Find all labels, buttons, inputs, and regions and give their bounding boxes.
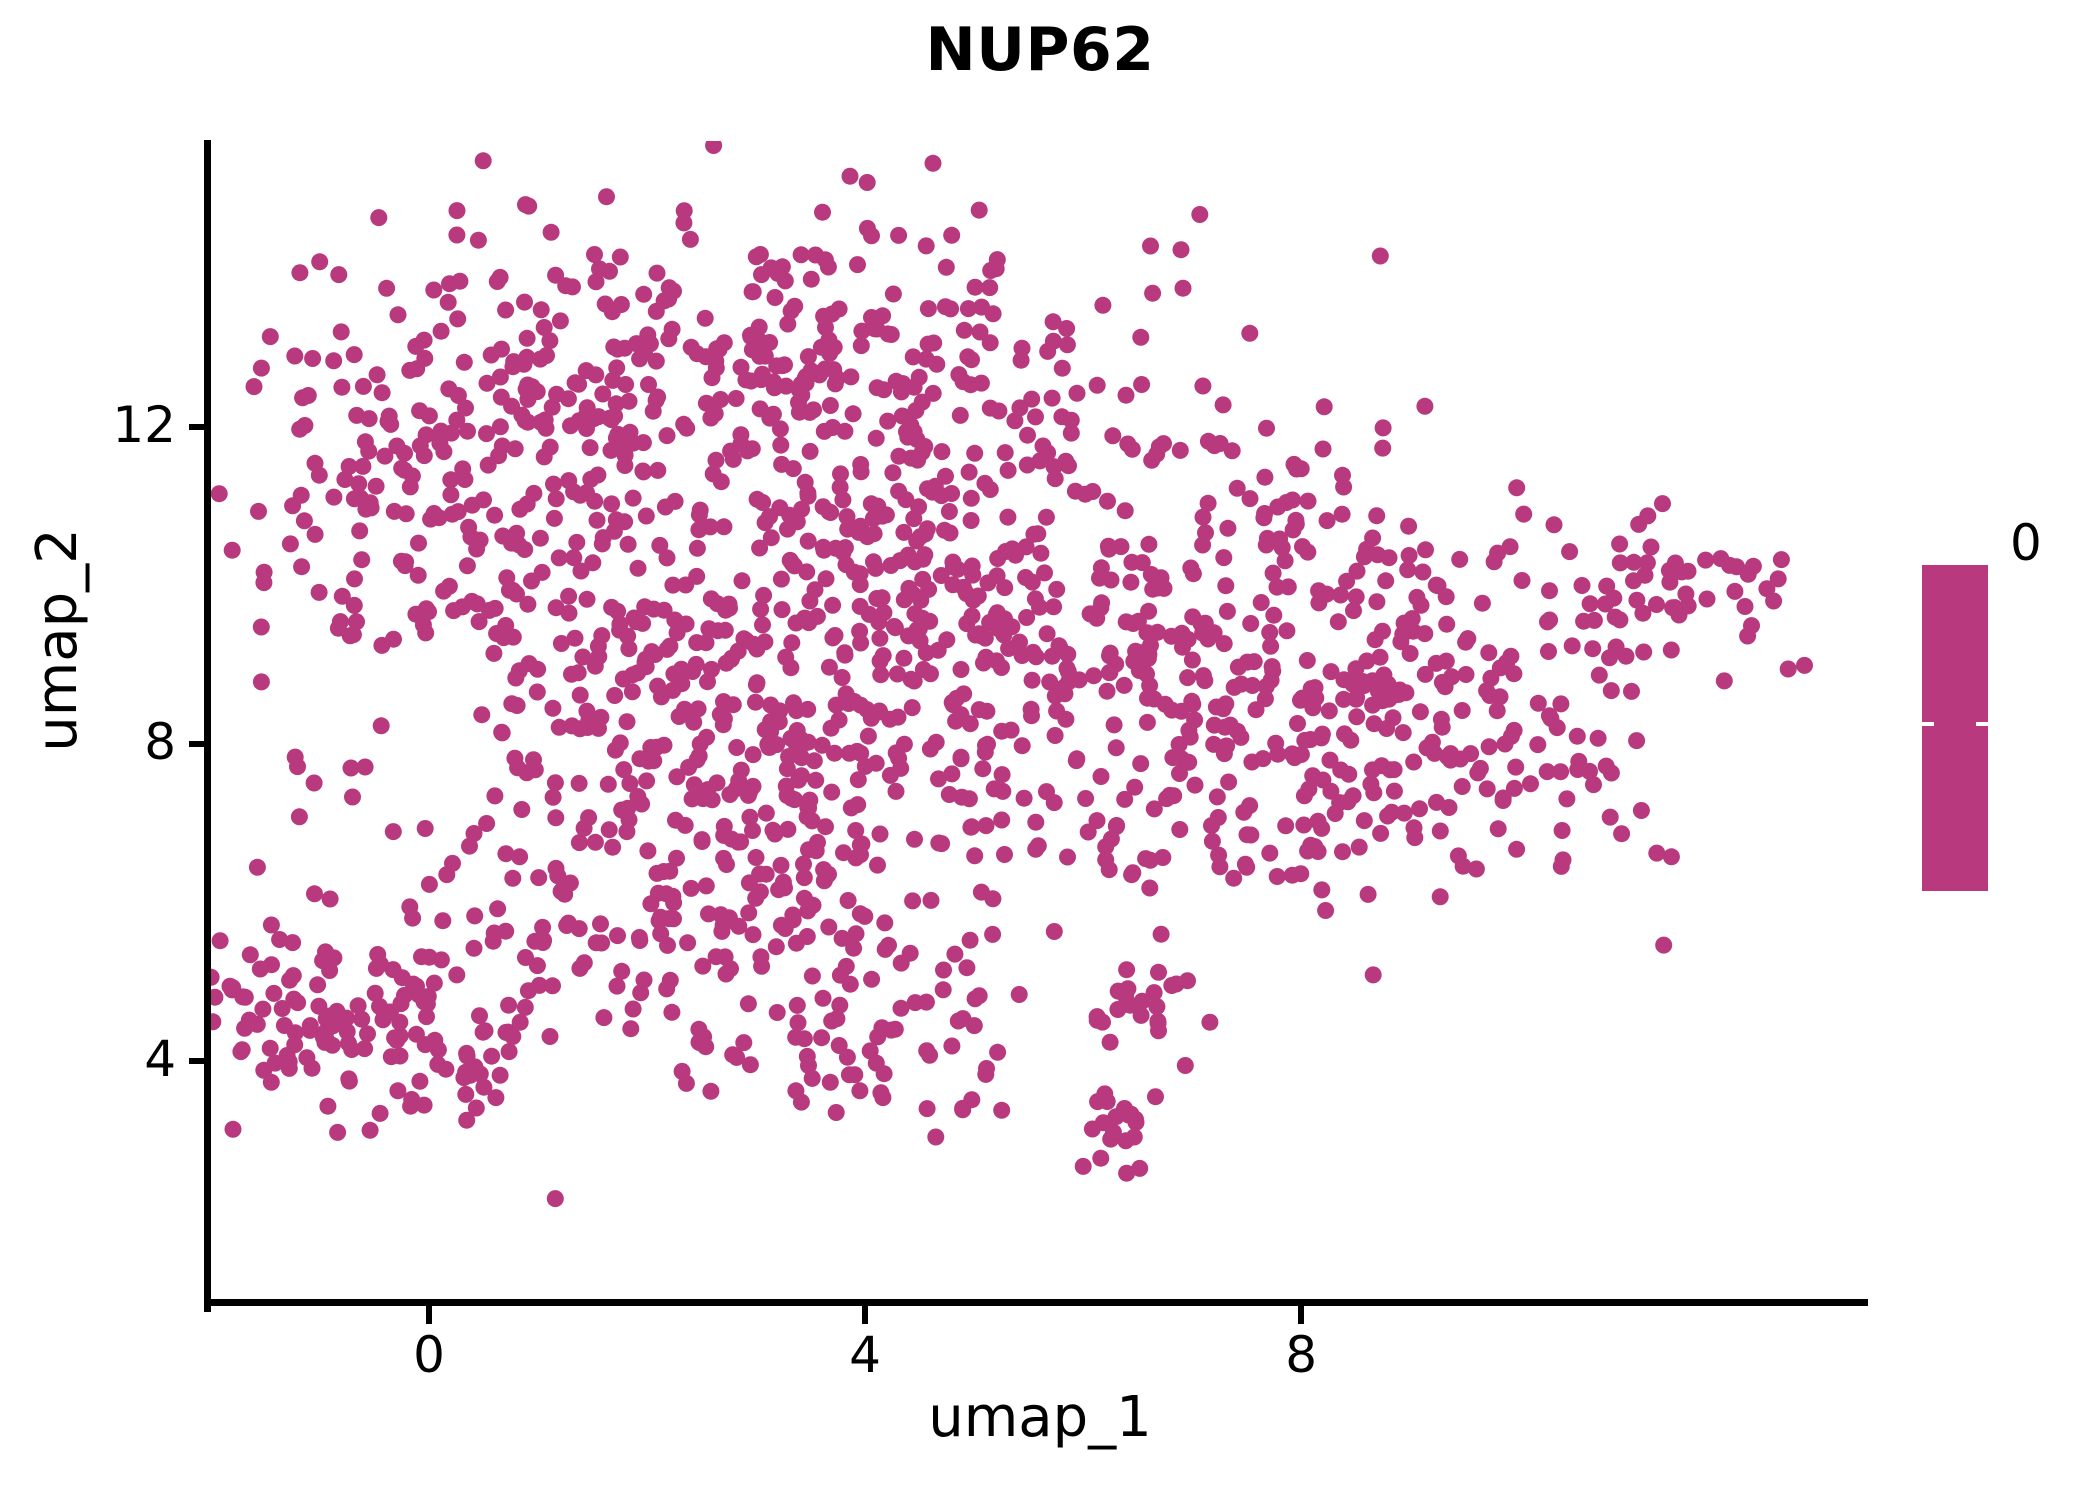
y-axis-spine xyxy=(204,140,211,1312)
page-title: NUP62 xyxy=(925,15,1155,85)
x-axis-spine xyxy=(204,1299,1868,1306)
colorbar-tick-right xyxy=(1976,722,1988,726)
y-tick-label: 8 xyxy=(144,712,176,771)
x-tick-mark xyxy=(1298,1306,1305,1324)
y-tick-mark xyxy=(189,740,207,747)
y-tick-mark xyxy=(189,1058,207,1065)
colorbar-gradient xyxy=(1922,565,1988,891)
x-tick-label: 4 xyxy=(849,1326,881,1384)
y-tick-mark xyxy=(189,423,207,430)
y-tick-label: 12 xyxy=(112,395,176,454)
y-axis-label: umap_2 xyxy=(25,528,90,752)
colorbar-tick-label: 0 xyxy=(2010,514,2042,572)
x-tick-mark xyxy=(426,1306,433,1324)
x-axis-label: umap_1 xyxy=(928,1385,1152,1450)
colorbar[interactable] xyxy=(1922,565,1988,891)
x-tick-label: 0 xyxy=(413,1326,445,1384)
x-tick-mark xyxy=(862,1306,869,1324)
x-tick-label: 8 xyxy=(1285,1326,1318,1384)
y-tick-label: 4 xyxy=(144,1030,176,1089)
scatter-plot-area[interactable] xyxy=(211,141,1868,1299)
scatter-points-layer xyxy=(211,141,1813,1208)
colorbar-tick-left xyxy=(1922,722,1934,726)
